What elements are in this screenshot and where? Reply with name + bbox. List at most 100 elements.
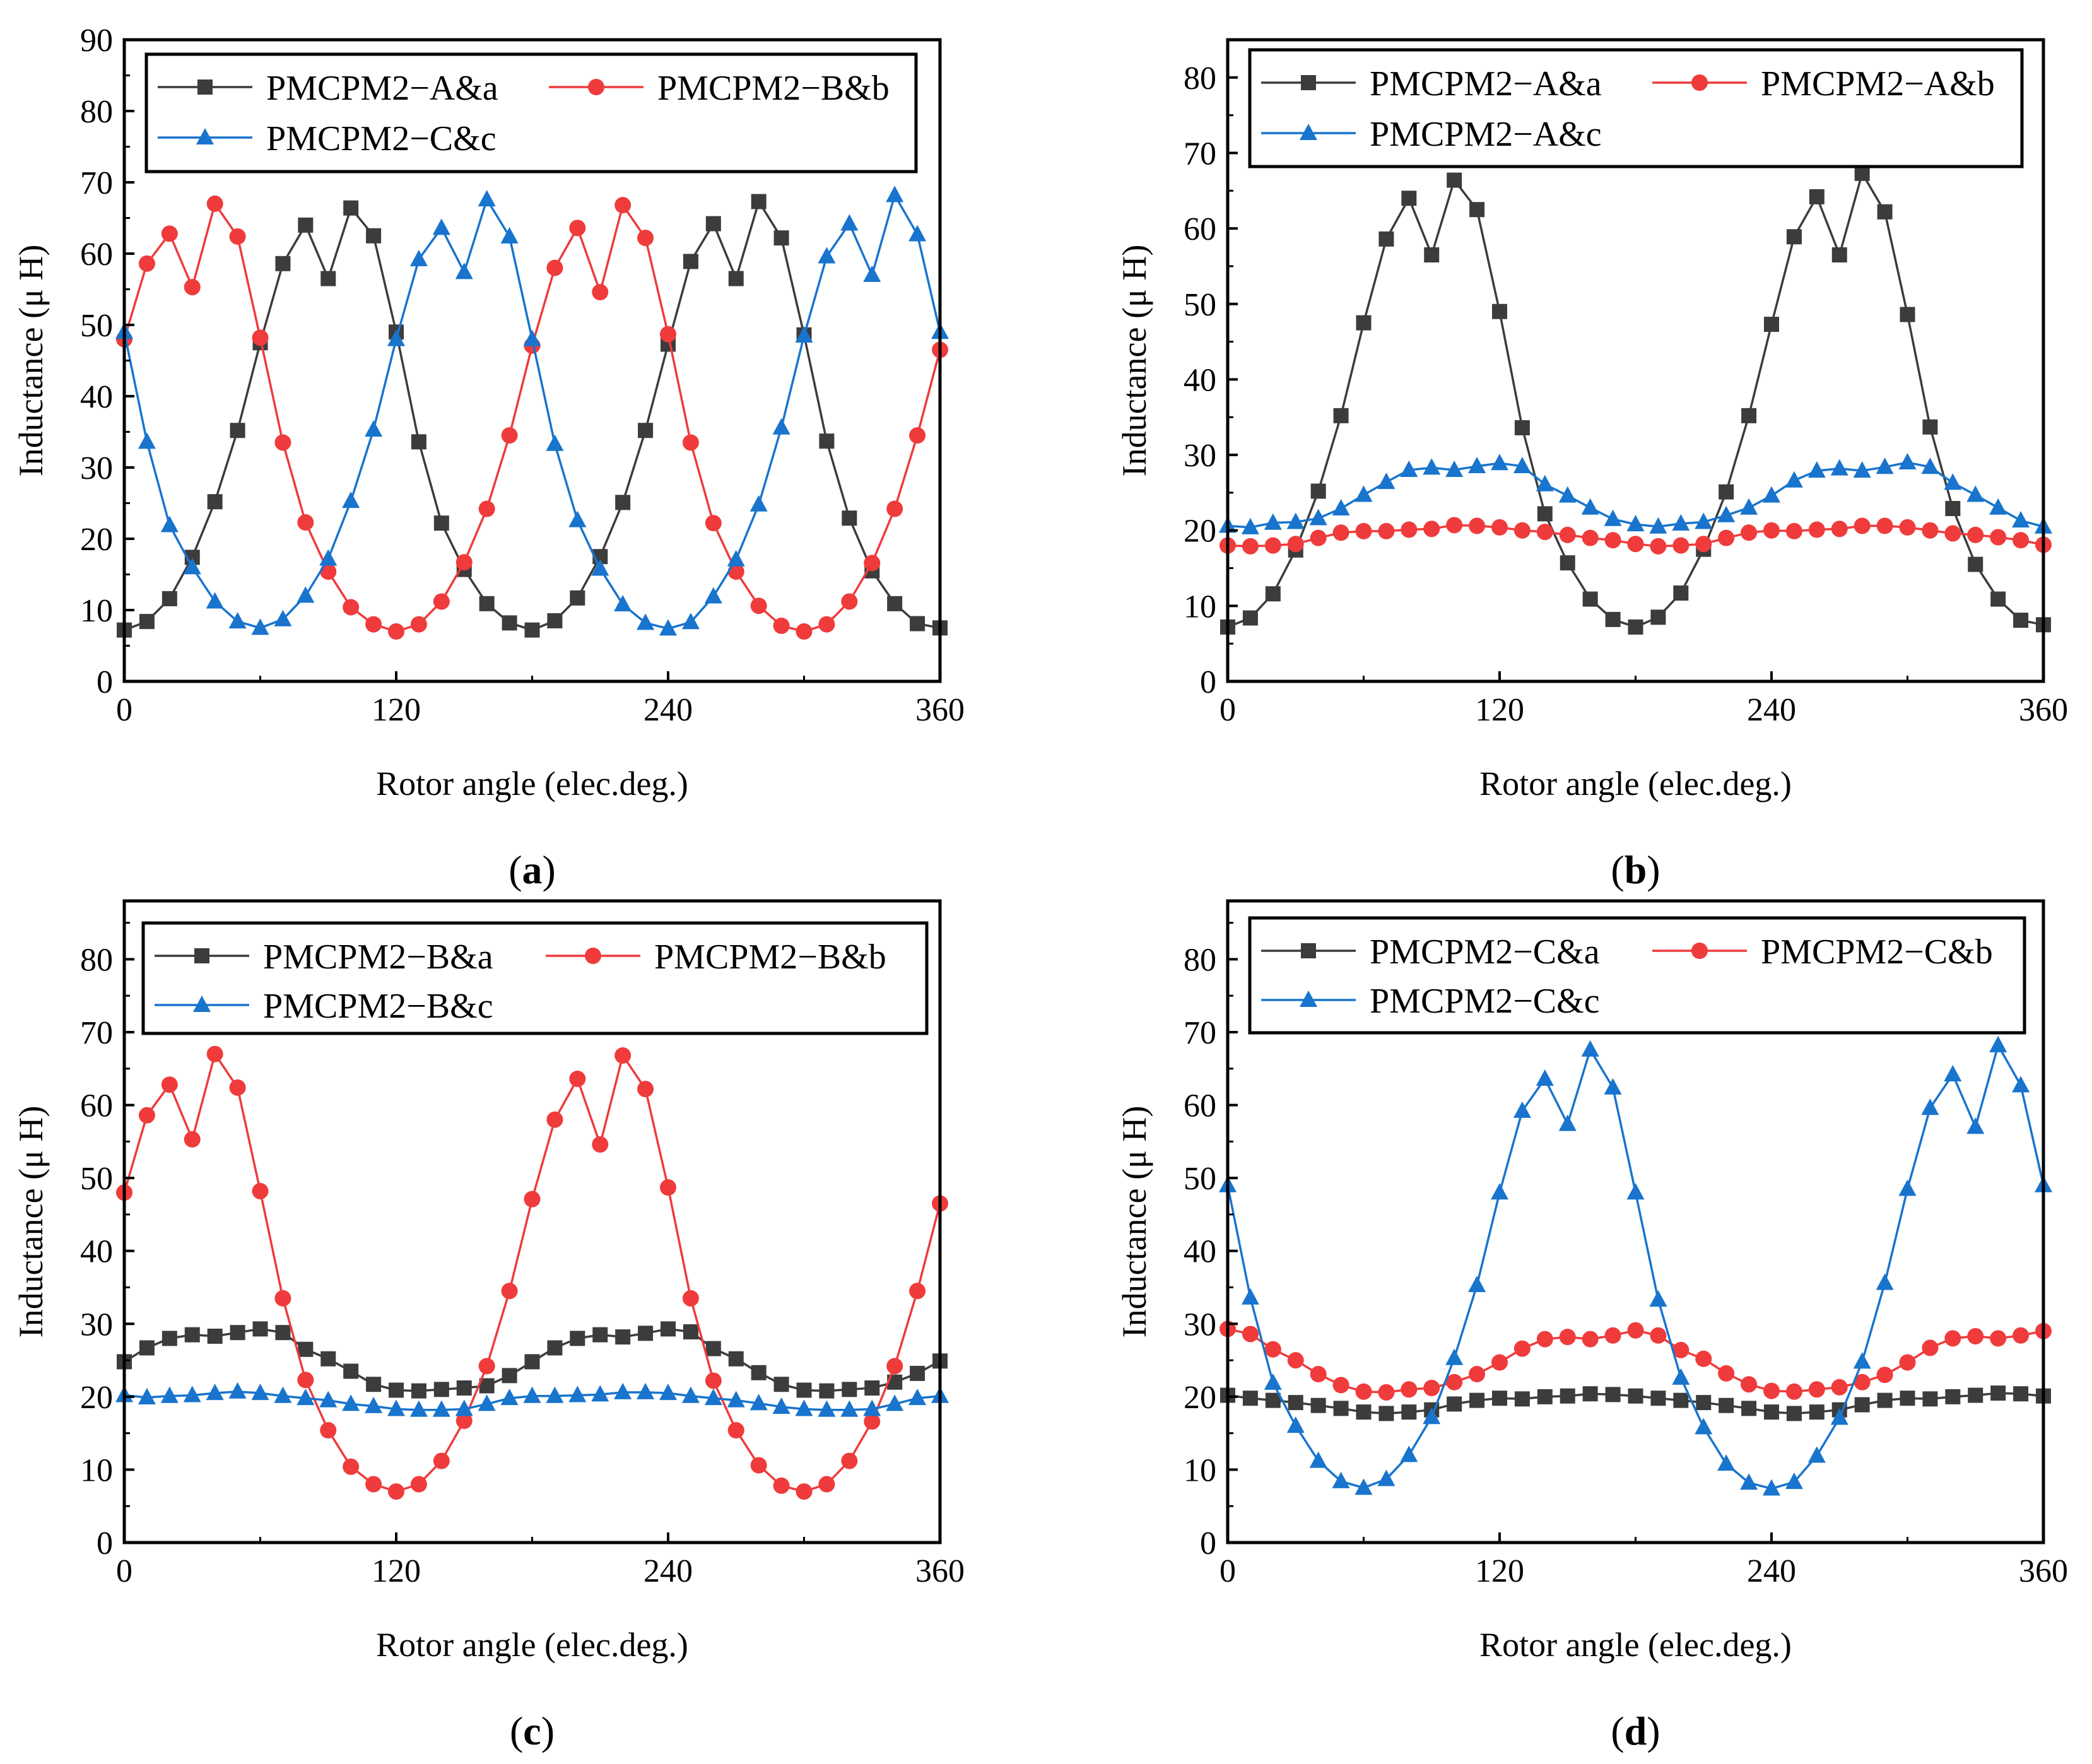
data-point [478, 1358, 495, 1375]
data-point [409, 250, 428, 267]
y-tick-label: 10 [1184, 589, 1216, 625]
x-tick-label: 240 [1747, 692, 1796, 728]
data-point [1310, 483, 1326, 499]
data-point [1468, 1276, 1486, 1293]
data-point [1786, 229, 1802, 245]
data-point [274, 609, 292, 626]
y-tick-label: 50 [1184, 1161, 1216, 1197]
data-point [501, 427, 518, 444]
data-point [433, 1452, 450, 1469]
data-point [1559, 526, 1576, 543]
legend-marker [1691, 943, 1708, 959]
data-point [1242, 1326, 1259, 1343]
data-point [819, 1383, 835, 1399]
y-axis-title: Inductance (μ H) [1115, 245, 1153, 477]
data-point [1945, 501, 1961, 517]
data-point [1378, 1406, 1394, 1421]
data-point [138, 255, 155, 272]
y-tick-label: 80 [1184, 942, 1216, 978]
data-point [1672, 1368, 1690, 1385]
data-point [705, 515, 722, 532]
data-point [840, 214, 859, 231]
data-point [728, 1351, 744, 1367]
data-point [162, 1331, 177, 1346]
data-point [206, 1045, 223, 1062]
data-point [908, 1389, 927, 1406]
data-point [569, 1070, 586, 1087]
data-point [342, 491, 360, 509]
data-point [1717, 505, 1736, 522]
y-tick-label: 40 [80, 1234, 113, 1270]
data-point [1355, 485, 1373, 502]
data-point [252, 1321, 268, 1337]
data-point [298, 217, 314, 233]
legend: PMCPM2−C&a PMCPM2−C&b PMCPM2−C&c [1248, 916, 2026, 1035]
series-line [123, 1051, 941, 1493]
legend-label: PMCPM2−C&c [266, 119, 497, 158]
plot-area [115, 185, 949, 640]
y-tick-label: 60 [80, 237, 113, 273]
legend-item-2: PMCPM2−B&b [549, 69, 890, 108]
x-tick-label: 360 [2019, 692, 2068, 728]
data-point [343, 1363, 359, 1379]
data-point [2013, 532, 2030, 549]
data-point [1469, 1366, 1486, 1383]
data-point [910, 1365, 926, 1381]
data-point [478, 500, 495, 517]
data-point [1945, 1389, 1961, 1404]
data-point [683, 1324, 698, 1340]
data-point [139, 1340, 155, 1356]
data-point [863, 265, 881, 282]
data-point [1741, 524, 1758, 541]
data-point [1400, 460, 1418, 477]
plot-area [115, 1045, 949, 1500]
data-point [1605, 611, 1621, 627]
legend-box [1248, 48, 2024, 168]
data-point [614, 197, 632, 214]
legend-item-1: PMCPM2−A&a [1261, 64, 1602, 103]
data-point [749, 495, 768, 512]
data-point [206, 1384, 224, 1401]
y-tick-label: 30 [80, 1307, 113, 1343]
legend-marker [196, 128, 214, 144]
data-point [1332, 499, 1350, 516]
y-tick-label: 70 [80, 1015, 113, 1051]
data-point [547, 613, 563, 628]
series-3 [115, 185, 949, 636]
data-point [727, 550, 745, 567]
y-tick-label: 0 [97, 1526, 113, 1561]
data-point [1401, 191, 1417, 206]
data-point [1333, 1401, 1349, 1416]
data-point [750, 1457, 767, 1474]
data-point [1763, 486, 1780, 503]
data-point [886, 500, 903, 517]
data-point [751, 194, 767, 209]
data-point [297, 1372, 314, 1389]
data-point [1808, 521, 1825, 538]
data-point [1287, 1352, 1304, 1369]
legend-item-2: PMCPM2−C&b [1652, 932, 1993, 972]
data-point [818, 247, 836, 264]
legend-marker [1691, 74, 1708, 91]
data-point [1536, 524, 1553, 541]
data-point [1990, 1330, 2007, 1347]
x-tick-label: 120 [372, 692, 421, 728]
data-point [319, 549, 338, 566]
plot-area [1219, 165, 2052, 635]
data-point [1536, 1331, 1553, 1348]
data-point [1876, 1273, 1894, 1290]
x-axis-title: Rotor angle (elec.deg.) [376, 1626, 688, 1664]
data-point [1310, 1366, 1327, 1383]
data-point [592, 1136, 609, 1153]
data-point [160, 515, 179, 532]
series-line [1227, 170, 2044, 628]
data-point [1558, 486, 1577, 503]
data-point [659, 1384, 677, 1401]
data-point [1424, 247, 1440, 262]
data-point [1492, 1391, 1507, 1406]
data-point [524, 1354, 540, 1370]
data-point [1696, 1395, 1712, 1411]
data-point [1764, 1404, 1779, 1420]
data-point [728, 271, 744, 286]
data-point [1286, 1416, 1305, 1433]
